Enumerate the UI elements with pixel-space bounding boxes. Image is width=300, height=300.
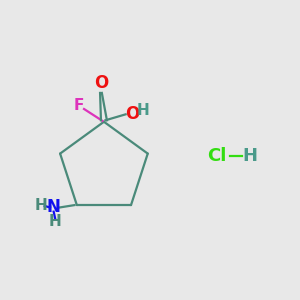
Text: H: H: [35, 199, 48, 214]
Text: F: F: [74, 98, 84, 113]
Text: O: O: [94, 74, 108, 92]
Text: Cl: Cl: [207, 147, 226, 165]
Text: N: N: [47, 199, 61, 217]
Text: O: O: [125, 105, 139, 123]
Text: H: H: [137, 103, 150, 118]
Text: H: H: [243, 147, 258, 165]
Text: H: H: [49, 214, 61, 229]
